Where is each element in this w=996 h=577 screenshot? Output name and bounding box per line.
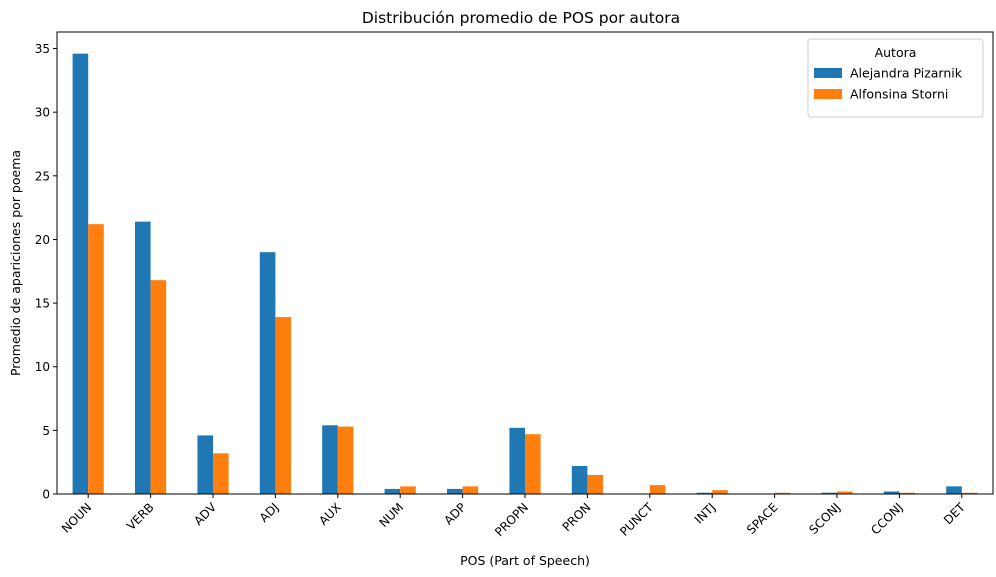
bar-adv-series-1 — [197, 435, 213, 494]
bar-sconj-series-2 — [837, 491, 853, 494]
bar-space-series-2 — [774, 492, 791, 494]
x-tick-label: PROPN — [492, 500, 531, 539]
x-tick-label: INTJ — [692, 500, 718, 526]
legend-items: Alejandra Pizarnik Alfonsina Storni — [814, 66, 963, 102]
bars-group — [72, 53, 978, 494]
x-tick-label: PUNCT — [617, 500, 656, 539]
y-tick-label: 10 — [35, 360, 50, 374]
plot-frame — [56, 31, 994, 495]
bar-verb-series-1 — [135, 221, 151, 494]
legend: Autora Alejandra Pizarnik Alfonsina Storn… — [807, 38, 984, 118]
bar-pron-series-2 — [587, 474, 603, 494]
bar-propn-series-1 — [509, 427, 525, 494]
x-tick-label: VERB — [124, 500, 157, 533]
legend-swatch-series-1 — [814, 68, 842, 78]
x-tick-label: NUM — [377, 500, 407, 530]
bar-adv-series-2 — [213, 453, 229, 494]
bar-aux-series-1 — [322, 425, 338, 494]
x-tick-label: CCONJ — [868, 500, 905, 537]
bar-sconj-series-1 — [821, 492, 837, 494]
bar-pron-series-1 — [571, 466, 588, 494]
bar-aux-series-2 — [337, 426, 354, 494]
bar-punct-series-2 — [649, 485, 666, 494]
y-tick-label: 35 — [35, 42, 50, 56]
bar-cconj-series-1 — [883, 491, 900, 494]
x-tick-label: SPACE — [744, 500, 781, 537]
y-tick-label: 5 — [42, 424, 50, 438]
legend-title: Autora — [875, 45, 917, 60]
bar-adj-series-2 — [275, 317, 291, 494]
bar-noun-series-1 — [72, 53, 89, 494]
y-tick-label: 30 — [35, 106, 50, 120]
bar-propn-series-2 — [525, 434, 541, 494]
bar-adj-series-1 — [259, 252, 276, 494]
bar-det-series-1 — [946, 486, 962, 494]
bar-cconj-series-2 — [899, 492, 915, 494]
bar-noun-series-2 — [88, 224, 104, 494]
legend-box — [807, 38, 984, 118]
x-tick-label: DET — [941, 500, 968, 527]
x-tick-label: SCONJ — [806, 500, 843, 537]
x-tick-label: ADJ — [257, 500, 282, 525]
bar-intj-series-2 — [712, 490, 728, 494]
x-axis: NOUN VERB ADV ADJ AUX NUM ADP PROPN PRON PUNCT INT… — [59, 494, 968, 539]
x-tick-label: NOUN — [59, 500, 94, 535]
bar-verb-series-2 — [150, 280, 167, 494]
legend-swatch-series-2 — [814, 89, 842, 99]
legend-label-series-2: Alfonsina Storni — [850, 87, 948, 102]
bar-det-series-2 — [961, 492, 978, 494]
y-tick-label: 0 — [42, 488, 50, 502]
x-tick-label: PRON — [560, 500, 594, 534]
y-axis: 0 5 10 15 20 25 30 35 — [35, 42, 57, 502]
bar-num-series-1 — [384, 488, 401, 494]
y-tick-label: 25 — [35, 169, 50, 183]
y-tick-label: 15 — [35, 297, 50, 311]
y-axis-label: Promedio de apariciones por poema — [8, 150, 23, 376]
bar-num-series-2 — [400, 486, 416, 494]
x-tick-label: AUX — [316, 500, 344, 528]
bar-adp-series-1 — [447, 488, 463, 494]
legend-label-series-1: Alejandra Pizarnik — [850, 66, 963, 81]
x-axis-label: POS (Part of Speech) — [460, 553, 590, 568]
y-tick-label: 20 — [35, 233, 50, 247]
chart-title: Distribución promedio de POS por autora — [362, 9, 680, 27]
bar-adp-series-2 — [462, 486, 479, 494]
bar-intj-series-1 — [696, 492, 713, 494]
x-tick-label: ADP — [441, 500, 468, 527]
x-tick-label: ADV — [191, 500, 219, 528]
